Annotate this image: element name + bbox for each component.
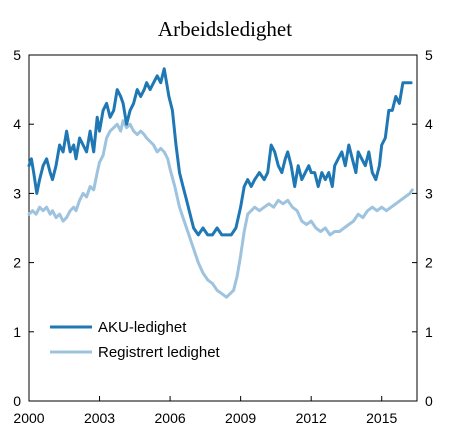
y-tick-label-left: 4	[13, 116, 21, 132]
y-tick-label-right: 4	[425, 116, 433, 132]
series-line-registrert-ledighet	[27, 119, 414, 299]
y-tick-label-right: 5	[425, 47, 433, 63]
plot-frame	[28, 54, 418, 402]
y-tick-label-right: 2	[425, 255, 433, 271]
x-tick-label: 2012	[296, 410, 327, 426]
legend: AKU-ledighet Registrert ledighet	[50, 319, 221, 361]
x-tick-label: 2003	[84, 410, 115, 426]
series-line-aku-ledighet	[27, 67, 413, 237]
chart-title: Arbeidsledighet	[158, 17, 292, 41]
y-tick-label-left: 3	[13, 185, 21, 201]
y-tick-label-right: 1	[425, 324, 433, 340]
series-group	[27, 67, 414, 299]
axes: 0 0 1 1 2 2 3 3 4 4 5 5 2000 2003 2006 2009 2012 2015	[13, 47, 433, 426]
y-tick-label-left: 5	[13, 47, 21, 63]
y-tick-label-right: 0	[425, 393, 433, 409]
x-tick-label: 2015	[366, 410, 397, 426]
x-tick-label: 2009	[225, 410, 256, 426]
x-tick-label: 2000	[13, 410, 44, 426]
y-tick-label-left: 1	[13, 324, 21, 340]
y-tick-label-left: 2	[13, 255, 21, 271]
y-tick-label-right: 3	[425, 185, 433, 201]
x-tick-label: 2006	[155, 410, 186, 426]
y-tick-label-left: 0	[13, 393, 21, 409]
legend-label: AKU-ledighet	[98, 319, 187, 336]
legend-label: Registrert ledighet	[98, 344, 221, 361]
